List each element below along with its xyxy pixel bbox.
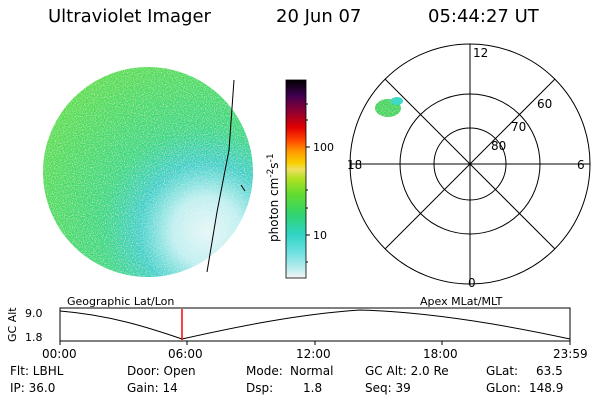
mlat-label-60: 60 (537, 97, 552, 111)
image-date: 20 Jun 07 (276, 6, 362, 27)
colorbar-tick-100: 100 (313, 141, 334, 154)
info-glon-label: GLon: (486, 381, 521, 395)
mlt-label-18: 18 (347, 158, 362, 172)
colorbar: 100 10 photon cm-2s-1 (266, 79, 334, 279)
info-glon-value: 148.9 (529, 381, 564, 395)
polar-grid-plot (349, 43, 591, 285)
info-mode-label: Mode: (246, 364, 283, 378)
y-min-label: 1.8 (25, 331, 43, 344)
x-tick-0600: 06:00 (168, 347, 203, 361)
image-title: Ultraviolet Imager (48, 6, 211, 27)
info-flt: Flt: LBHL (10, 364, 64, 378)
info-door: Door: Open (127, 364, 196, 378)
mlat-label-80: 80 (491, 139, 506, 153)
info-gcalt: GC Alt: 2.0 Re (365, 364, 449, 378)
x-tick-1200: 12:00 (296, 347, 331, 361)
mlt-label-12: 12 (473, 46, 488, 60)
mlt-label-6: 6 (577, 158, 585, 172)
orbit-altitude-panel: Geographic Lat/Lon Apex MLat/MLT GC Alt … (6, 295, 588, 361)
info-dsp-label: Dsp: (246, 381, 274, 395)
apex-label: Apex MLat/MLT (420, 295, 503, 308)
info-seq: Seq: 39 (365, 381, 411, 395)
info-glat-label: GLat: (486, 364, 519, 378)
mlat-label-70: 70 (511, 120, 526, 134)
info-ip: IP: 36.0 (10, 381, 56, 395)
uv-disk-image (43, 67, 253, 277)
x-tick-0000: 00:00 (42, 347, 77, 361)
x-tick-2359: 23:59 (553, 347, 588, 361)
gc-alt-axis-label: GC Alt (6, 307, 19, 342)
mlt-label-0: 0 (468, 276, 476, 290)
geographic-label: Geographic Lat/Lon (67, 295, 174, 308)
info-dsp-value: 1.8 (303, 381, 323, 395)
info-gain: Gain: 14 (127, 381, 178, 395)
info-glat-value: 63.5 (536, 364, 563, 378)
info-mode-value: Normal (290, 364, 334, 378)
colorbar-units-label: photon cm-2s-1 (266, 153, 281, 242)
x-tick-1800: 18:00 (423, 347, 458, 361)
image-time: 05:44:27 UT (428, 6, 539, 27)
colorbar-tick-10: 10 (313, 229, 327, 242)
y-max-label: 9.0 (25, 307, 43, 320)
polar-aurora-patch (375, 97, 403, 117)
